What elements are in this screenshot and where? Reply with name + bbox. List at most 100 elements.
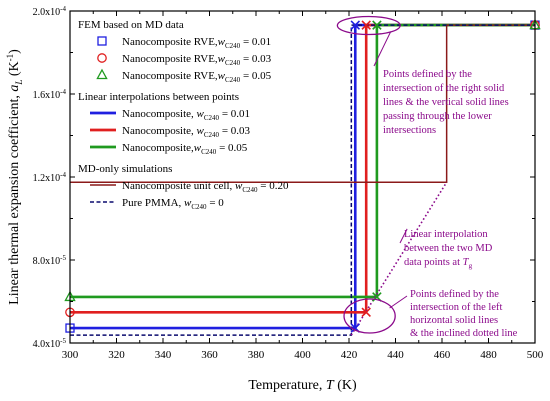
x-tick-label-3: 360 bbox=[201, 349, 218, 361]
upper-annotation-line-3: passing through the lower bbox=[383, 111, 492, 122]
upper-annotation-line-4: intersections bbox=[383, 125, 436, 136]
lower-annotation-line-3: & the inclined dotted line bbox=[410, 328, 518, 339]
legend-entry-0-0: Nanocomposite RVE,wC240 = 0.01 bbox=[122, 36, 271, 50]
legend-entry-var-0-0: w bbox=[218, 36, 226, 48]
y-tick-label-base-2: 1.2x10 bbox=[33, 173, 61, 184]
lower-annotation-line-2: horizontal solid lines bbox=[410, 315, 498, 326]
legend-entry-text-2-1: Pure PMMA, bbox=[122, 197, 184, 209]
middle-annotation-prefix: data points at bbox=[404, 257, 463, 268]
legend-entry-value-0-0: = 0.01 bbox=[240, 36, 271, 48]
y-tick-label-0: 4.0x10-5 bbox=[33, 337, 67, 350]
annotation-layer: Points defined by the intersection of the… bbox=[336, 15, 518, 339]
legend-entry-sub-1-0: C240 bbox=[204, 114, 220, 122]
x-tick-label-9: 480 bbox=[480, 349, 497, 361]
middle-annotation-line-0: Linear interpolation bbox=[404, 229, 488, 240]
legend-symbol-0-2 bbox=[96, 68, 108, 80]
y-axis-title-close: ) bbox=[7, 49, 22, 54]
x-tick-label-0: 300 bbox=[62, 349, 79, 361]
middle-annotation-last-line: data points at Tg bbox=[404, 257, 472, 270]
y-tick-label-2: 1.2x10-4 bbox=[33, 171, 67, 184]
legend-entry-1-1: Nanocomposite, wC240 = 0.03 bbox=[122, 125, 251, 139]
legend-entry-value-2-1: = 0 bbox=[207, 197, 225, 209]
y-tick-label-exp-0: -5 bbox=[60, 337, 66, 345]
legend-group-header-1: Linear interpolations between points bbox=[78, 91, 239, 103]
series-line-4 bbox=[70, 24, 535, 336]
y-tick-label-exp-3: -4 bbox=[60, 88, 66, 96]
legend-entry-value-0-1: = 0.03 bbox=[240, 53, 271, 65]
legend-entry-value-2-0: = 0.20 bbox=[258, 180, 289, 192]
marker-layer bbox=[64, 18, 541, 333]
legend-entry-value-1-1: = 0.03 bbox=[219, 125, 250, 137]
x-tick-label-5: 400 bbox=[294, 349, 311, 361]
y-tick-label-4: 2.0x10-4 bbox=[33, 5, 67, 18]
legend-entry-text-1-1: Nanocomposite, bbox=[122, 125, 197, 137]
legend-entry-text-2-0: Nanocomposite unit cell, bbox=[122, 180, 235, 192]
lower-annotation-line-1: intersection of the left bbox=[410, 302, 503, 313]
cross-point-1 bbox=[361, 307, 371, 318]
legend-entry-text-0-2: Nanocomposite RVE, bbox=[122, 70, 218, 82]
legend-entry-2-1: Pure PMMA, wC240 = 0 bbox=[122, 197, 224, 211]
x-axis-title-var: T bbox=[326, 378, 335, 393]
legend-symbol-0-1 bbox=[97, 53, 107, 63]
legend-entry-1-2: Nanocomposite,wC240 = 0.05 bbox=[122, 142, 248, 156]
lower-annotation-connector bbox=[389, 295, 408, 309]
upper-annotation-text: Points defined by the intersection of the… bbox=[383, 69, 509, 136]
legend-entry-value-1-0: = 0.01 bbox=[219, 108, 250, 120]
upper-annotation-ellipse bbox=[336, 15, 401, 36]
lower-annotation-text: Points defined by the intersection of the… bbox=[410, 289, 518, 339]
middle-annotation-line-1: between the two MD bbox=[404, 243, 493, 254]
y-axis-title-unit-exp: -1 bbox=[5, 54, 15, 62]
legend-entry-value-0-2: = 0.05 bbox=[240, 70, 271, 82]
legend-entry-0-1: Nanocomposite RVE,wC240 = 0.03 bbox=[122, 53, 272, 67]
x-tick-label-8: 460 bbox=[434, 349, 451, 361]
upper-annotation-line-2: lines & the vertical solid lines bbox=[383, 97, 509, 108]
legend-entry-var-2-1: w bbox=[184, 197, 192, 209]
y-tick-label-exp-1: -5 bbox=[60, 254, 66, 262]
legend-group-header-0: FEM based on MD data bbox=[78, 19, 184, 31]
y-axis-title-part-0: Linear thermal expansion coefficient, bbox=[7, 92, 22, 305]
legend-entry-var-0-2: w bbox=[218, 70, 226, 82]
legend-entry-2-0: Nanocomposite unit cell, wC240 = 0.20 bbox=[122, 180, 289, 194]
x-axis-title: Temperature, T (K) bbox=[248, 378, 357, 393]
y-axis-title: Linear thermal expansion coefficient, aL… bbox=[5, 49, 24, 305]
legend-entry-sub-2-1: C240 bbox=[191, 203, 207, 211]
legend-group-header-2: MD-only simulations bbox=[78, 163, 172, 175]
y-tick-label-base-3: 1.6x10 bbox=[33, 90, 61, 101]
legend-entry-sub-2-0: C240 bbox=[242, 186, 258, 194]
legend-entry-text-1-0: Nanocomposite, bbox=[122, 108, 197, 120]
x-tick-label-1: 320 bbox=[108, 349, 125, 361]
y-tick-label-exp-4: -4 bbox=[60, 5, 66, 13]
legend-entry-var-1-2: w bbox=[194, 142, 202, 154]
lower-annotation-ellipse bbox=[343, 298, 396, 334]
legend-entry-text-0-0: Nanocomposite RVE, bbox=[122, 36, 218, 48]
x-tick-label-10: 500 bbox=[527, 349, 544, 361]
y-axis-title-unit: (K bbox=[7, 61, 22, 79]
cross-point-4 bbox=[361, 20, 371, 30]
y-tick-label-exp-2: -4 bbox=[60, 171, 66, 179]
upper-annotation-connector bbox=[373, 31, 392, 67]
middle-annotation-var: T bbox=[463, 257, 470, 268]
y-tick-label-base-1: 8.0x10 bbox=[33, 256, 61, 267]
y-axis-title-var: a bbox=[7, 85, 22, 92]
legend-entry-sub-0-0: C240 bbox=[225, 42, 241, 50]
legend-entry-var-0-1: w bbox=[218, 53, 226, 65]
y-tick-label-1: 8.0x10-5 bbox=[33, 254, 67, 267]
upper-annotation-line-0: Points defined by the bbox=[383, 69, 472, 80]
x-tick-label-7: 440 bbox=[387, 349, 404, 361]
cross-point-5 bbox=[372, 20, 382, 30]
middle-annotation-sub: g bbox=[468, 261, 472, 270]
x-tick-label-4: 380 bbox=[248, 349, 265, 361]
middle-annotation-text: Linear interpolation between the two MD bbox=[404, 229, 493, 254]
x-tick-label-2: 340 bbox=[155, 349, 172, 361]
legend-entry-sub-0-2: C240 bbox=[225, 76, 241, 84]
legend-entry-value-1-2: = 0.05 bbox=[216, 142, 247, 154]
y-tick-label-base-0: 4.0x10 bbox=[33, 339, 61, 350]
cross-point-3 bbox=[350, 20, 361, 30]
legend-entry-sub-0-1: C240 bbox=[225, 59, 241, 67]
legend-symbol-0-0 bbox=[97, 36, 107, 46]
x-axis-title-part-0: Temperature, bbox=[248, 378, 326, 393]
legend-entry-sub-1-1: C240 bbox=[204, 131, 220, 139]
legend-entry-var-1-0: w bbox=[197, 108, 205, 120]
